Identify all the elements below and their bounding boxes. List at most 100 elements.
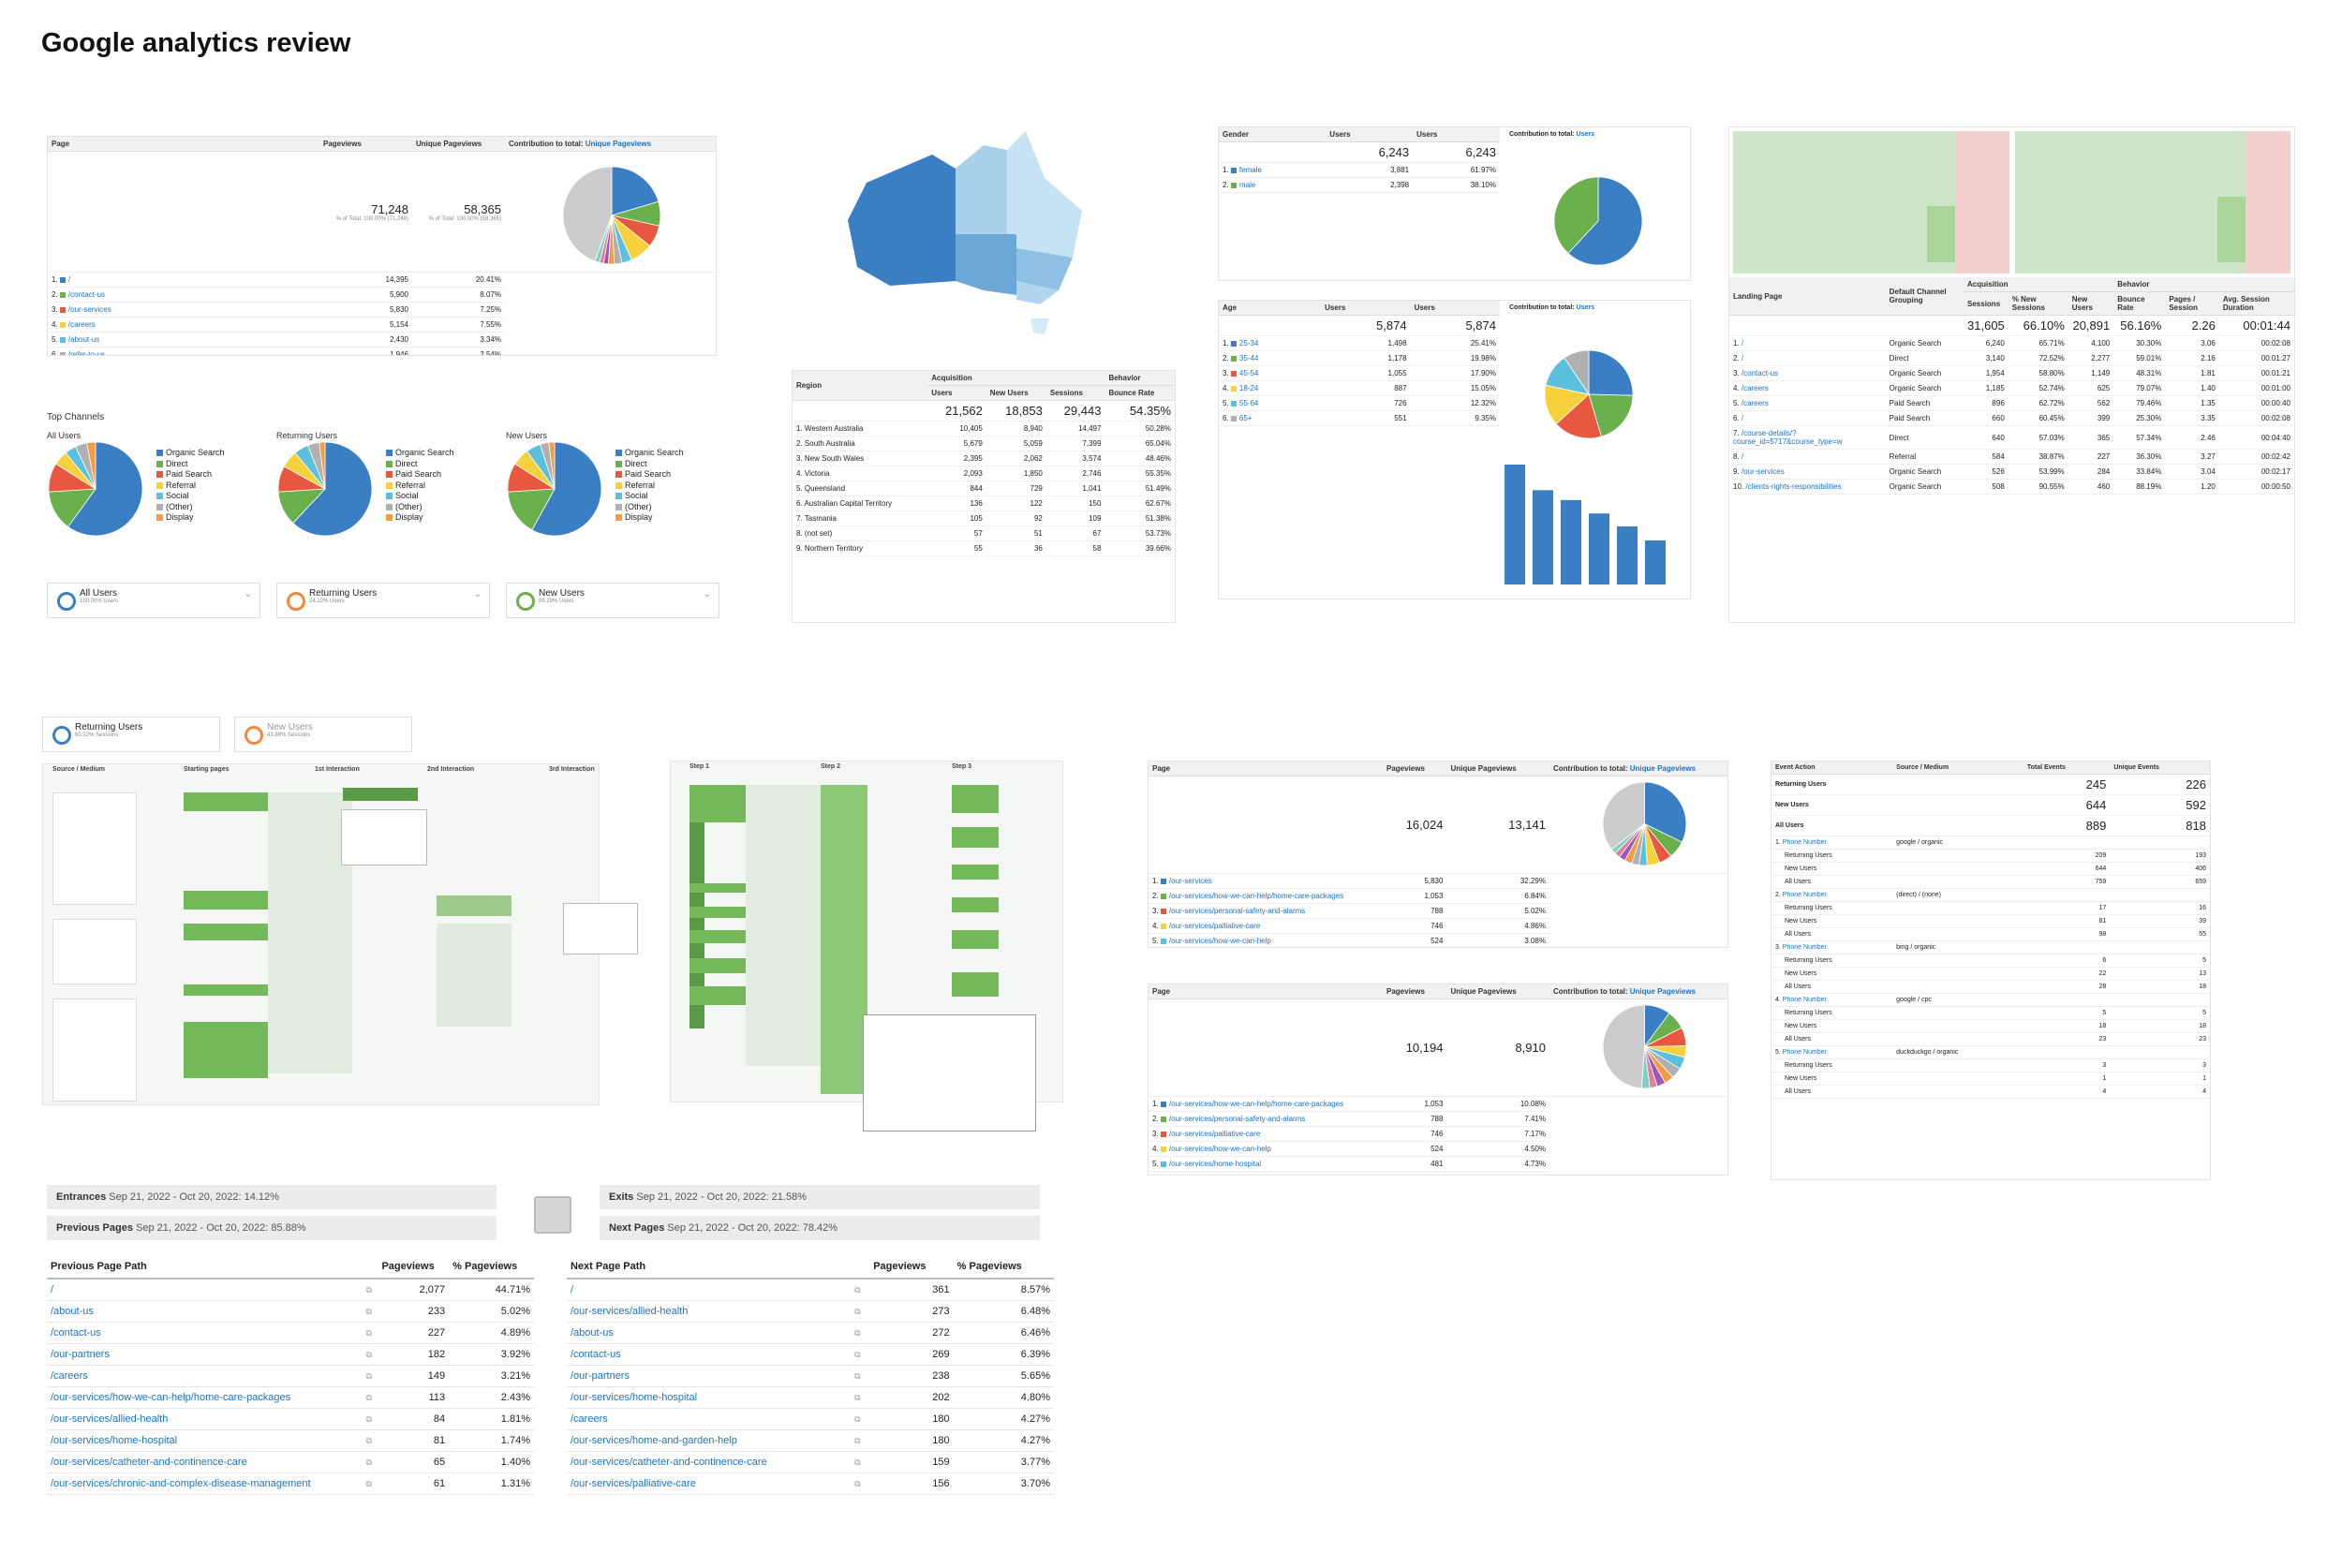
flow-segment-returning[interactable]: Returning Users 60.12% Sessions [42, 717, 220, 752]
region-cell[interactable]: 3. New South Wales [793, 451, 928, 466]
landing-link[interactable]: /course-details/?course_id=5717&course_t… [1733, 429, 1843, 446]
legend-item[interactable]: (Other) [386, 502, 454, 513]
page-link[interactable]: /our-services/how-we-can-help/home-care-… [1168, 1100, 1344, 1108]
event-action-cell[interactable]: 5. Phone Number [1771, 1045, 1893, 1059]
age-cell[interactable]: 2. 35-44 [1219, 350, 1322, 366]
region-cell[interactable]: 5. Queensland [793, 481, 928, 496]
col-unique[interactable]: Unique Pageviews [1446, 762, 1549, 777]
age-link[interactable]: 65+ [1238, 414, 1253, 422]
landing-link[interactable]: /contact-us [1741, 369, 1779, 377]
segment-selector[interactable]: All Users 100.00% Users ⌄ [47, 583, 260, 618]
landing-cell[interactable]: 10. /clients-rights-responsibilities [1729, 479, 1886, 495]
legend-item[interactable]: Paid Search [156, 469, 225, 481]
landing-link[interactable]: / [1741, 354, 1744, 362]
event-action-cell[interactable]: 3. Phone Number [1771, 940, 1893, 954]
landing-link[interactable]: /clients-rights-responsibilities [1745, 482, 1842, 491]
legend-item[interactable]: Social [386, 491, 454, 502]
col-region[interactable]: Region [793, 371, 928, 401]
page-cell[interactable]: 5. /our-services/home-hospital [1149, 1156, 1383, 1172]
region-cell[interactable]: 2. South Australia [793, 436, 928, 451]
col-event-action[interactable]: Event Action [1771, 762, 1893, 775]
col-pageviews[interactable]: Pageviews [1383, 762, 1447, 777]
link-out-icon[interactable]: ⧉ [362, 1451, 378, 1473]
page-link[interactable]: /careers [67, 320, 96, 329]
page-cell[interactable]: 6. /refer-to-us [48, 347, 319, 355]
page-cell[interactable]: 3. /our-services/personal-safety-and-ala… [1149, 903, 1383, 919]
link-out-icon[interactable]: ⧉ [362, 1365, 378, 1387]
page-link[interactable]: /our-services/personal-safety-and-alarms [1168, 907, 1306, 915]
legend-item[interactable]: Direct [156, 459, 225, 470]
legend-item[interactable]: Direct [615, 459, 684, 470]
col-sessions[interactable]: Sessions [1045, 385, 1105, 401]
legend-item[interactable]: Referral [615, 481, 684, 492]
age-link[interactable]: 25-34 [1238, 339, 1259, 348]
age-bar[interactable] [1505, 465, 1525, 584]
landing-link[interactable]: / [1741, 414, 1744, 422]
col-unique[interactable]: Unique Pageviews [412, 137, 505, 152]
col-bounce[interactable]: Bounce Rate [1104, 385, 1175, 401]
link-out-icon[interactable]: ⧉ [851, 1322, 870, 1344]
pie-slice[interactable] [292, 441, 373, 537]
col-new-users[interactable]: New Users [986, 385, 1046, 401]
page-path-link[interactable]: /about-us [567, 1322, 852, 1344]
link-out-icon[interactable]: ⧉ [851, 1300, 870, 1323]
page-path-link[interactable]: /our-services/catheter-and-continence-ca… [567, 1451, 852, 1473]
link-out-icon[interactable]: ⧉ [851, 1429, 870, 1452]
pie-slice[interactable] [1644, 781, 1687, 843]
link-out-icon[interactable]: ⧉ [362, 1322, 378, 1344]
legend-item[interactable]: Direct [386, 459, 454, 470]
page-path-link[interactable]: /our-partners [567, 1365, 852, 1387]
landing-col[interactable]: Pages / Session [2165, 291, 2219, 316]
landing-cell[interactable]: 9. /our-services [1729, 464, 1886, 480]
pie-slice[interactable] [531, 441, 602, 537]
age-cell[interactable]: 3. 45-54 [1219, 365, 1322, 381]
page-link[interactable]: /our-services/allied-health [1169, 1175, 1254, 1176]
legend-item[interactable]: Organic Search [615, 448, 684, 459]
pie-slice[interactable] [67, 441, 143, 537]
page-path-link[interactable]: /our-services/allied-health [47, 1408, 363, 1430]
landing-cell[interactable]: 1. / [1729, 335, 1886, 351]
entrances-bar[interactable]: Entrances Sep 21, 2022 - Oct 20, 2022: 1… [47, 1185, 497, 1209]
legend-item[interactable]: Organic Search [156, 448, 225, 459]
landing-col[interactable]: Bounce Rate [2113, 291, 2166, 316]
page-path-link[interactable]: /our-services/home-hospital [567, 1386, 852, 1409]
gender-cell[interactable]: 2. male [1219, 177, 1327, 193]
page-cell[interactable]: 3. /our-services [48, 302, 319, 318]
pie-slice[interactable] [1602, 781, 1645, 851]
legend-item[interactable]: Referral [386, 481, 454, 492]
col-age[interactable]: Age [1219, 301, 1322, 316]
pie-slice[interactable] [1553, 176, 1599, 254]
page-link[interactable]: / [67, 275, 71, 284]
link-out-icon[interactable]: ⧉ [851, 1343, 870, 1366]
col-users[interactable]: Users [927, 385, 986, 401]
age-bar[interactable] [1645, 540, 1666, 584]
col-next-views[interactable]: Pageviews [869, 1255, 954, 1280]
pie-slice[interactable] [548, 441, 556, 490]
col-source[interactable]: Source / Medium [1892, 762, 2023, 775]
pie-slice[interactable] [319, 441, 326, 490]
page-link[interactable]: /our-services/palliative-care [1168, 1130, 1261, 1138]
page-link[interactable]: /contact-us [67, 290, 106, 299]
landing-link[interactable]: /our-services [1741, 467, 1785, 476]
age-link[interactable]: 18-24 [1238, 384, 1259, 392]
page-path-link[interactable]: /our-services/how-we-can-help/home-care-… [47, 1386, 363, 1409]
event-action-cell[interactable]: 1. Phone Number [1771, 836, 1893, 850]
pie-slice[interactable] [611, 166, 660, 216]
pie-slice[interactable] [1564, 349, 1590, 396]
link-out-icon[interactable]: ⧉ [851, 1386, 870, 1409]
landing-cell[interactable]: 8. / [1729, 449, 1886, 465]
col-page[interactable]: Page [1149, 762, 1383, 777]
page-path-link[interactable]: /our-services/home-and-garden-help [567, 1429, 852, 1452]
page-link[interactable]: /our-services/personal-safety-and-alarms [1168, 1115, 1306, 1123]
event-action-link[interactable]: Phone Number [1782, 892, 1827, 898]
next-pages-bar[interactable]: Next Pages Sep 21, 2022 - Oct 20, 2022: … [600, 1216, 1040, 1240]
pie-slice[interactable] [1588, 349, 1634, 396]
chevron-down-icon[interactable]: ⌄ [703, 589, 711, 599]
region-cell[interactable]: 7. Tasmania [793, 510, 928, 526]
age-bar[interactable] [1617, 525, 1638, 584]
page-cell[interactable]: 5. /about-us [48, 332, 319, 348]
age-link[interactable]: 45-54 [1238, 369, 1259, 377]
link-out-icon[interactable]: ⧉ [851, 1408, 870, 1430]
landing-cell[interactable]: 4. /careers [1729, 380, 1886, 396]
pie-slice[interactable] [1588, 393, 1634, 437]
